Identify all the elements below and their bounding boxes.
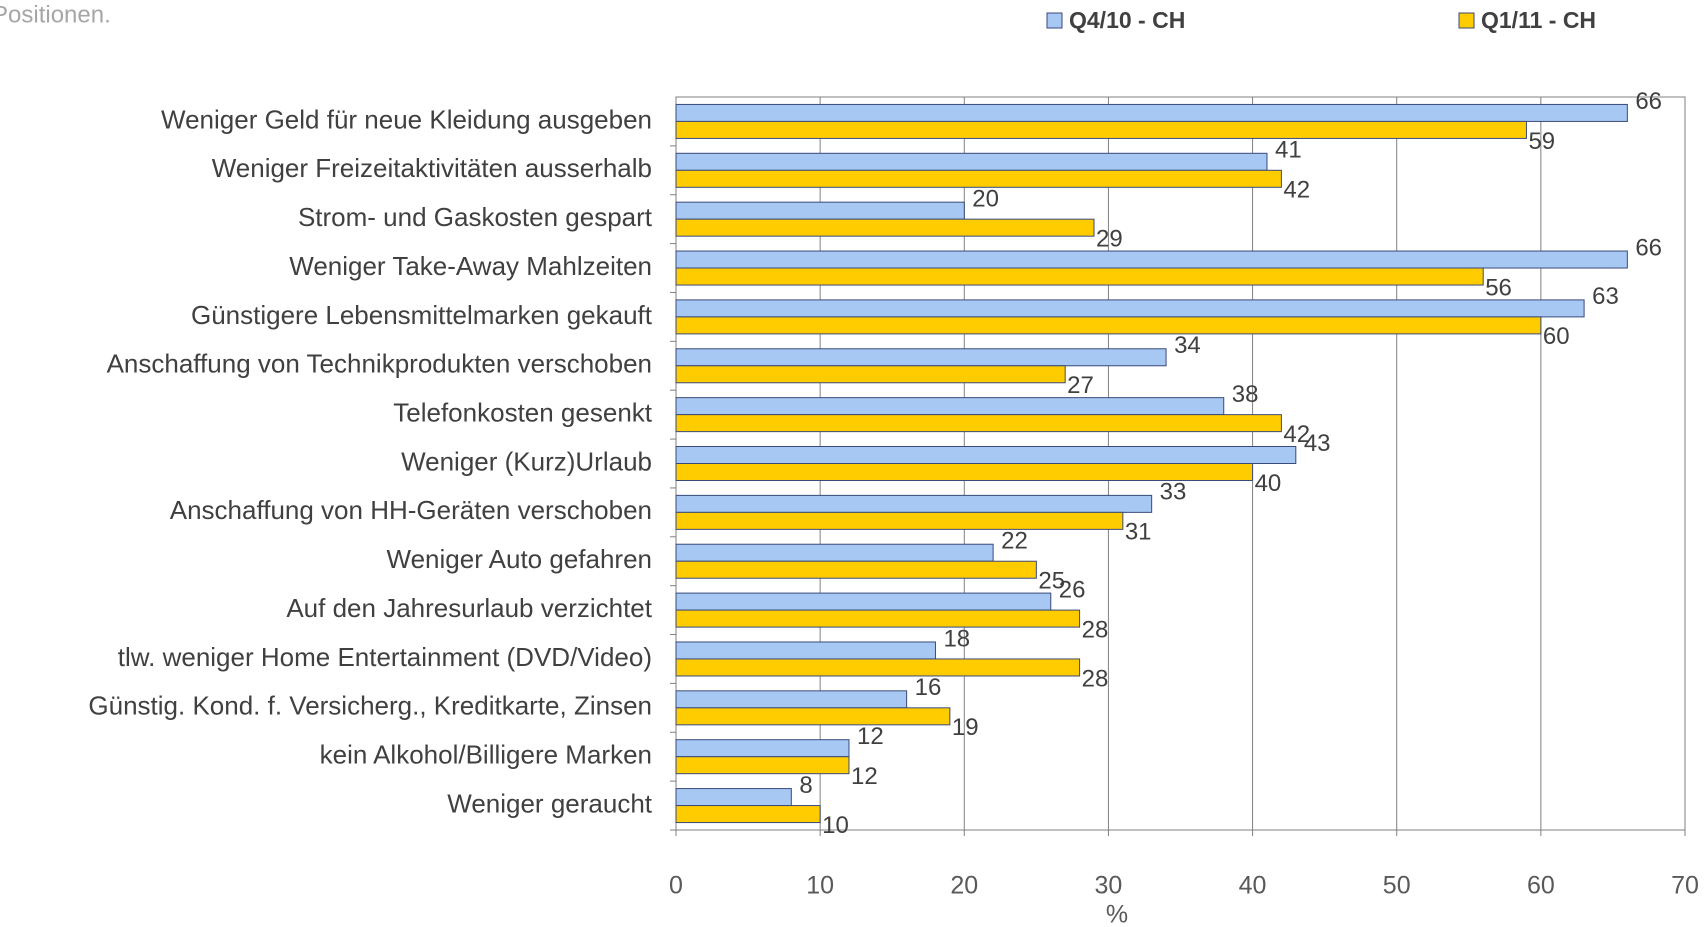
data-label: 41 [1275, 137, 1302, 164]
data-label: 12 [857, 723, 884, 750]
data-label: 34 [1174, 332, 1201, 359]
data-label: 56 [1485, 274, 1512, 301]
bar [675, 707, 951, 726]
bar [675, 250, 1628, 269]
bar [675, 120, 1527, 139]
data-label: 42 [1283, 421, 1310, 448]
bar [675, 805, 821, 824]
y-tick-label: tlw. weniger Home Entertainment (DVD/Vid… [118, 642, 652, 672]
data-label: 63 [1592, 283, 1619, 310]
y-tick-label: Weniger geraucht [447, 788, 653, 818]
bar [675, 316, 1542, 335]
data-label: 31 [1125, 519, 1152, 546]
data-label: 42 [1283, 177, 1310, 204]
bar [675, 592, 1052, 611]
bar [675, 658, 1081, 677]
bar [675, 609, 1081, 628]
data-label: 12 [851, 763, 878, 790]
x-tick-label: 20 [950, 872, 978, 900]
legend-label: Q4/10 - CH [1069, 7, 1185, 33]
bar [675, 169, 1282, 188]
legend-swatch [1458, 12, 1475, 29]
bar [675, 218, 1095, 237]
x-tick-label: 60 [1527, 872, 1555, 900]
bar [675, 511, 1124, 530]
x-tick-label: 70 [1671, 872, 1699, 900]
data-label: 25 [1038, 568, 1065, 595]
y-tick-label: Weniger Freizeitaktivitäten ausserhalb [212, 153, 652, 183]
data-label: 26 [1059, 576, 1086, 603]
data-label: 66 [1635, 234, 1662, 261]
bar [675, 397, 1225, 416]
data-label: 19 [952, 714, 979, 741]
bar [675, 365, 1066, 384]
data-label: 66 [1635, 88, 1662, 115]
bar [675, 446, 1297, 464]
x-tick-label: 10 [806, 872, 834, 900]
data-label: 33 [1160, 479, 1187, 506]
bar [675, 560, 1037, 579]
x-tick-label: 0 [669, 872, 683, 900]
data-label: 16 [915, 674, 942, 701]
y-tick-label: kein Alkohol/Billigere Marken [320, 740, 652, 770]
y-tick-label: Günstig. Kond. f. Versicherg., Kreditkar… [88, 691, 652, 721]
data-label: 40 [1255, 470, 1282, 497]
bar [675, 739, 850, 758]
bar [675, 543, 994, 562]
data-label: 22 [1001, 528, 1028, 555]
data-label: 20 [972, 186, 999, 213]
y-tick-label: Günstigere Lebensmittelmarken gekauft [191, 300, 653, 330]
data-label: 10 [822, 812, 849, 839]
data-label: 60 [1543, 323, 1570, 350]
data-label: 28 [1082, 616, 1109, 643]
data-label: 18 [943, 625, 970, 652]
bar [675, 414, 1282, 433]
x-tick-label: 50 [1383, 872, 1411, 900]
x-tick-label: 30 [1095, 872, 1123, 900]
data-label: 28 [1082, 665, 1109, 692]
bar [675, 201, 965, 220]
bar [675, 494, 1153, 513]
data-label: 43 [1304, 430, 1331, 457]
bar [675, 756, 850, 775]
bar [675, 267, 1484, 286]
bar [675, 152, 1268, 171]
bar [675, 690, 908, 709]
y-tick-label: Telefonkosten gesenkt [393, 398, 653, 428]
y-tick-label: Anschaffung von Technikprodukten verscho… [107, 349, 652, 379]
data-label: 27 [1067, 372, 1094, 399]
data-label: 38 [1232, 381, 1259, 408]
legend-label: Q1/11 - CH [1481, 7, 1596, 33]
data-label: 59 [1528, 128, 1555, 155]
y-tick-label: Weniger (Kurz)Urlaub [401, 446, 652, 476]
x-axis-label: % [1106, 901, 1128, 927]
bar [675, 299, 1585, 318]
bar [675, 103, 1628, 122]
y-tick-label: Strom- und Gaskosten gespart [298, 202, 653, 232]
y-tick-label: Weniger Auto gefahren [387, 544, 652, 574]
bar [675, 348, 1167, 367]
bar [675, 463, 1254, 481]
x-tick-label: 40 [1239, 872, 1267, 900]
data-label: 29 [1096, 226, 1123, 253]
y-tick-label: Weniger Take-Away Mahlzeiten [289, 251, 652, 281]
data-label: 8 [799, 772, 812, 799]
bar [675, 641, 936, 660]
y-tick-label: Weniger Geld für neue Kleidung ausgeben [161, 104, 652, 134]
y-tick-label: Anschaffung von HH-Geräten verschoben [170, 495, 652, 525]
subtitle: Positionen. [0, 1, 111, 28]
legend-swatch [1046, 12, 1063, 29]
bar [675, 788, 792, 807]
y-tick-label: Auf den Jahresurlaub verzichtet [286, 593, 652, 623]
